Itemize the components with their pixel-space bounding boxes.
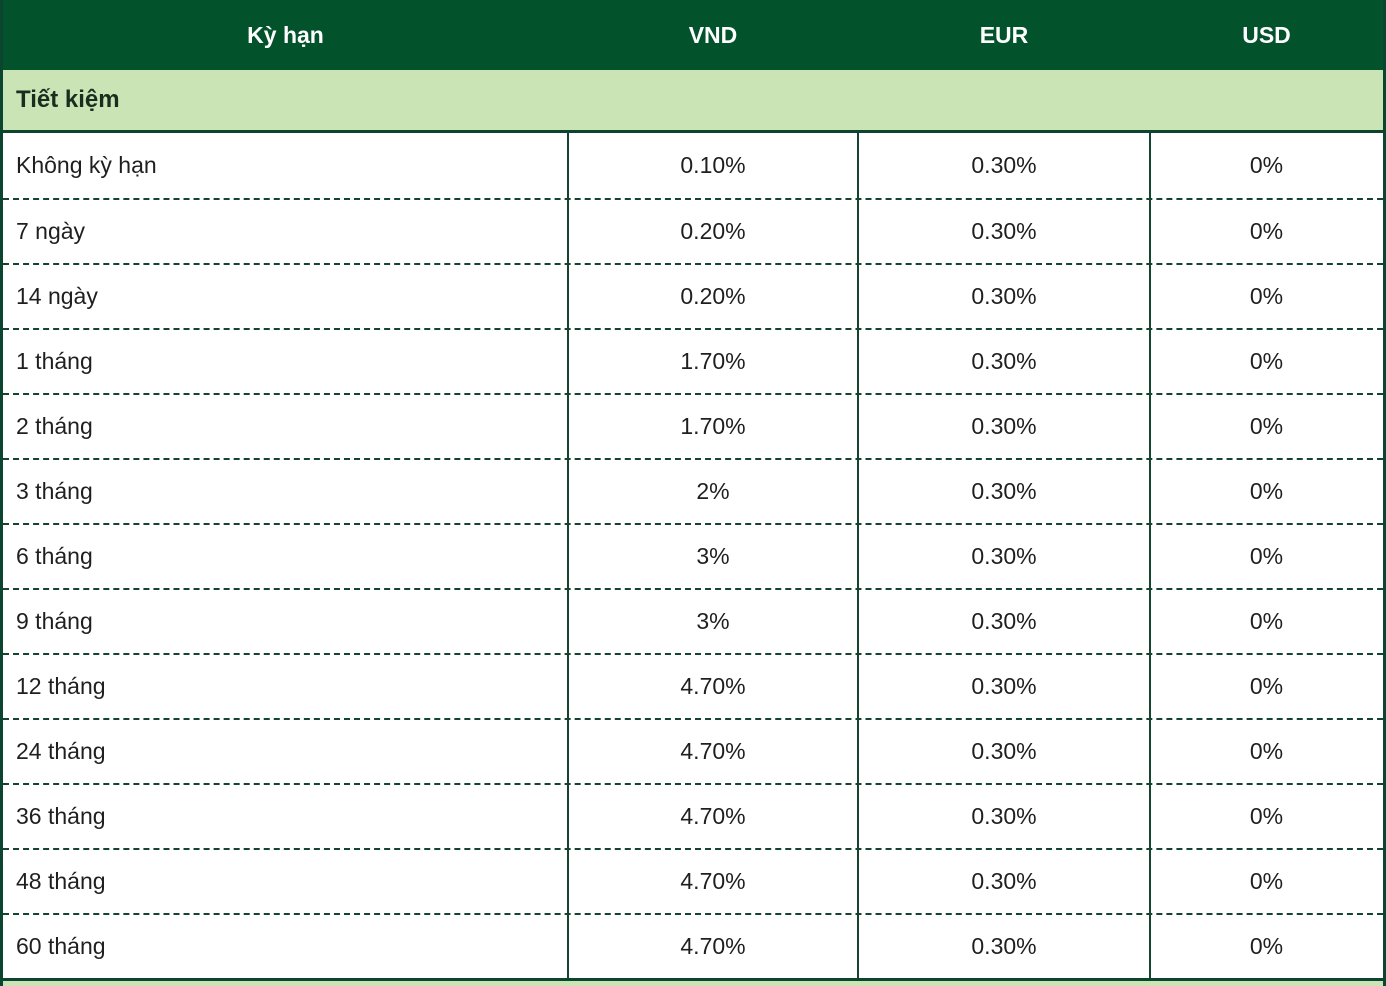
vnd-rate-cell: 0.20% — [680, 218, 746, 244]
table-row: 14 ngày 0.20% 0.30% 0% — [3, 263, 1383, 328]
usd-rate-cell: 0% — [1249, 608, 1284, 634]
usd-rate-cell: 0% — [1249, 738, 1284, 764]
eur-rate-cell: 0.30% — [971, 348, 1037, 374]
section-title: Tiết kiệm — [16, 86, 120, 113]
column-header-vnd: VND — [688, 21, 738, 48]
eur-rate-cell: 0.30% — [971, 218, 1037, 244]
usd-rate-cell: 0% — [1249, 673, 1284, 699]
term-cell: 7 ngày — [16, 218, 86, 244]
column-header-eur: EUR — [979, 21, 1029, 48]
eur-rate-cell: 0.30% — [971, 608, 1037, 634]
eur-rate-cell: 0.30% — [971, 478, 1037, 504]
term-cell: 12 tháng — [16, 673, 106, 699]
table-bottom-divider — [3, 978, 1383, 981]
vnd-rate-cell: 4.70% — [680, 868, 746, 894]
usd-rate-cell: 0% — [1249, 413, 1284, 439]
term-cell: 24 tháng — [16, 738, 106, 764]
vnd-rate-cell: 1.70% — [680, 348, 746, 374]
eur-rate-cell: 0.30% — [971, 803, 1037, 829]
usd-rate-cell: 0% — [1249, 218, 1284, 244]
vnd-rate-cell: 4.70% — [680, 803, 746, 829]
table-row: 6 tháng 3% 0.30% 0% — [3, 523, 1383, 588]
table-row: 24 tháng 4.70% 0.30% 0% — [3, 718, 1383, 783]
vnd-rate-cell: 4.70% — [680, 673, 746, 699]
eur-rate-cell: 0.30% — [971, 152, 1037, 178]
term-cell: 14 ngày — [16, 283, 98, 309]
table-row: 60 tháng 4.70% 0.30% 0% — [3, 913, 1383, 978]
vnd-rate-cell: 3% — [696, 543, 730, 569]
table-row: 2 tháng 1.70% 0.30% 0% — [3, 393, 1383, 458]
eur-rate-cell: 0.30% — [971, 283, 1037, 309]
eur-rate-cell: 0.30% — [971, 543, 1037, 569]
table-row: 1 tháng 1.70% 0.30% 0% — [3, 328, 1383, 393]
usd-rate-cell: 0% — [1249, 803, 1284, 829]
table-body: Không kỳ hạn 0.10% 0.30% 0% 7 ngày 0.20%… — [3, 133, 1383, 978]
vnd-rate-cell: 0.20% — [680, 283, 746, 309]
term-cell: 60 tháng — [16, 933, 106, 959]
term-cell: 2 tháng — [16, 413, 93, 439]
eur-rate-cell: 0.30% — [971, 933, 1037, 959]
section-header-row: Tiết kiệm — [3, 70, 1383, 133]
table-row: 9 tháng 3% 0.30% 0% — [3, 588, 1383, 653]
column-header-usd: USD — [1242, 21, 1291, 48]
term-cell: Không kỳ hạn — [16, 152, 157, 178]
term-cell: 9 tháng — [16, 608, 93, 634]
column-header-term: Kỳ hạn — [247, 21, 324, 48]
eur-rate-cell: 0.30% — [971, 868, 1037, 894]
column-divider — [567, 133, 569, 978]
vnd-rate-cell: 0.10% — [680, 152, 746, 178]
table-row: 7 ngày 0.20% 0.30% 0% — [3, 198, 1383, 263]
usd-rate-cell: 0% — [1249, 933, 1284, 959]
usd-rate-cell: 0% — [1249, 868, 1284, 894]
vnd-rate-cell: 2% — [696, 478, 730, 504]
column-divider — [1149, 133, 1151, 978]
term-cell: 3 tháng — [16, 478, 93, 504]
vnd-rate-cell: 1.70% — [680, 413, 746, 439]
term-cell: 48 tháng — [16, 868, 106, 894]
usd-rate-cell: 0% — [1249, 283, 1284, 309]
vnd-rate-cell: 4.70% — [680, 933, 746, 959]
usd-rate-cell: 0% — [1249, 543, 1284, 569]
term-cell: 1 tháng — [16, 348, 93, 374]
vnd-rate-cell: 3% — [696, 608, 730, 634]
eur-rate-cell: 0.30% — [971, 673, 1037, 699]
eur-rate-cell: 0.30% — [971, 738, 1037, 764]
column-divider — [857, 133, 859, 978]
table-row: 36 tháng 4.70% 0.30% 0% — [3, 783, 1383, 848]
table-row: 12 tháng 4.70% 0.30% 0% — [3, 653, 1383, 718]
vnd-rate-cell: 4.70% — [680, 738, 746, 764]
usd-rate-cell: 0% — [1249, 348, 1284, 374]
table-header-row: Kỳ hạn VND EUR USD — [3, 0, 1383, 70]
table-row: Không kỳ hạn 0.10% 0.30% 0% — [3, 133, 1383, 198]
usd-rate-cell: 0% — [1249, 152, 1284, 178]
eur-rate-cell: 0.30% — [971, 413, 1037, 439]
term-cell: 6 tháng — [16, 543, 93, 569]
usd-rate-cell: 0% — [1249, 478, 1284, 504]
next-section-row-partial — [3, 981, 1383, 986]
table-row: 3 tháng 2% 0.30% 0% — [3, 458, 1383, 523]
table-row: 48 tháng 4.70% 0.30% 0% — [3, 848, 1383, 913]
term-cell: 36 tháng — [16, 803, 106, 829]
